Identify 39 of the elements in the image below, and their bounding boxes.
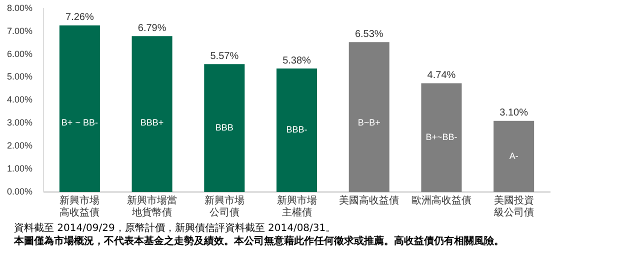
data-label: 7.26% bbox=[66, 12, 94, 24]
x-tick-label: 美國投資級公司債 bbox=[494, 194, 534, 219]
bar bbox=[59, 25, 100, 192]
x-tick-label: 美國高收益債 bbox=[339, 194, 400, 207]
x-tick-label: 新興市場公司債 bbox=[204, 194, 244, 219]
annotation: BBB- bbox=[286, 124, 308, 135]
y-tick-label: 5.00% bbox=[6, 72, 33, 82]
y-tick-label: 3.00% bbox=[6, 118, 33, 128]
y-tick-label: 6.00% bbox=[6, 48, 33, 59]
data-label: 4.74% bbox=[427, 70, 456, 81]
data-label: 6.79% bbox=[138, 22, 166, 34]
x-tick-label: 新興市場當地貨幣債 bbox=[127, 194, 178, 219]
annotation: B+~BB- bbox=[426, 132, 458, 142]
annotation: B+ ~ BB- bbox=[61, 118, 98, 128]
text: 本圖僅為市場概況，不代表本基金之走勢及績效。本公司無意藉此作任何徵求或推薦。高收益債仍有相關風險。 bbox=[14, 235, 505, 248]
bar bbox=[494, 120, 534, 192]
data-label: 5.38% bbox=[282, 55, 312, 66]
bar bbox=[204, 64, 245, 192]
text: 資料截至 2014/09/29，原幣計價，新興債信評資料截至 2014/08/31。 bbox=[14, 222, 337, 235]
x-tick-label: 新興市場高收益債 bbox=[60, 194, 100, 219]
data-label: 3.10% bbox=[500, 108, 528, 119]
y-tick-label: 0.00% bbox=[6, 186, 33, 196]
bar bbox=[421, 83, 462, 192]
annotation: BBB bbox=[215, 122, 234, 133]
x-tick-label: 新興市場主權債 bbox=[276, 194, 317, 219]
y-tick-label: 1.00% bbox=[6, 164, 33, 174]
annotation: A- bbox=[509, 150, 518, 161]
y-tick-label: 2.00% bbox=[6, 140, 33, 151]
bar bbox=[348, 42, 390, 192]
y-tick-label: 4.00% bbox=[6, 94, 33, 105]
y-tick-label: 8.00% bbox=[6, 2, 33, 13]
bar bbox=[276, 68, 318, 192]
y-tick-label: 7.00% bbox=[6, 26, 33, 36]
annotation: B~B+ bbox=[358, 118, 380, 128]
data-label: 6.53% bbox=[354, 28, 384, 40]
annotation: BBB+ bbox=[140, 118, 164, 128]
data-label: 5.57% bbox=[210, 50, 239, 62]
bar bbox=[132, 36, 172, 192]
x-tick-label: 歐洲高收益債 bbox=[411, 194, 472, 207]
